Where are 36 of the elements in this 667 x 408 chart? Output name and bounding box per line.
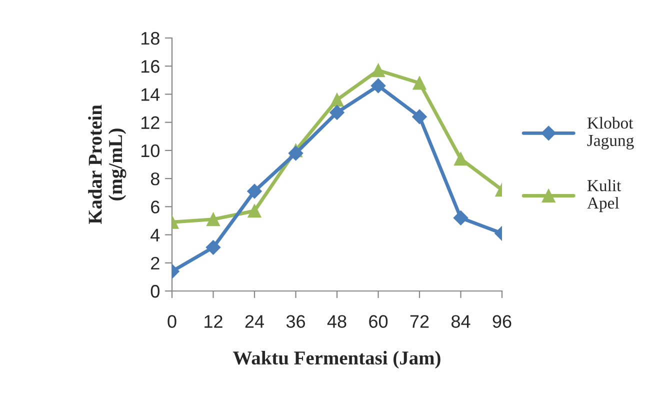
point: [247, 184, 262, 199]
y-tick-label: 2: [151, 256, 160, 270]
x-axis-title: Waktu Fermentasi (Jam): [233, 350, 440, 369]
y-tick-label: 16: [141, 60, 160, 73]
y-axis-title: Kadar Protein (mg/mL): [88, 104, 126, 224]
x-tick-label: 96: [492, 315, 512, 328]
point: [206, 212, 220, 226]
point: [288, 146, 304, 161]
x-tick-label: 0: [168, 315, 176, 328]
x-tick-label: 36: [286, 315, 305, 328]
y-tick-label: 0: [150, 284, 160, 298]
legend-label: Klobot Jagung: [587, 116, 634, 150]
y-tick-label: 10: [141, 144, 160, 158]
x-tick-label: 48: [327, 315, 346, 328]
point: [454, 152, 468, 166]
y-tick-label: 8: [150, 172, 160, 186]
x-tick-label: 60: [369, 315, 388, 328]
point: [248, 204, 262, 218]
x-tick-label: 72: [410, 315, 429, 328]
point: [330, 105, 344, 120]
x-tick-label: 84: [451, 315, 470, 328]
point: [330, 93, 344, 107]
point: [453, 210, 468, 226]
legend-label: Kulit Apel: [587, 180, 622, 212]
x-tick-label: 24: [245, 315, 264, 328]
y-tick-label: 14: [141, 88, 160, 101]
y-tick-label: 18: [141, 32, 160, 45]
point: [412, 76, 426, 90]
point: [412, 109, 427, 124]
y-tick-label: 6: [151, 200, 160, 214]
x-tick-label: 12: [204, 315, 222, 328]
point: [371, 64, 386, 78]
point: [206, 240, 221, 255]
y-tick-label: 12: [141, 116, 160, 129]
point: [370, 78, 386, 94]
y-tick-label: 4: [150, 228, 160, 242]
